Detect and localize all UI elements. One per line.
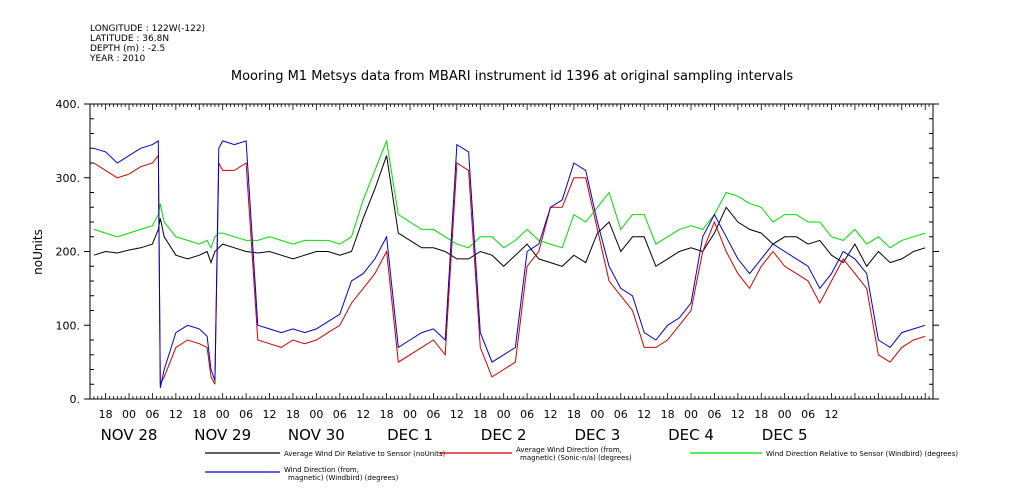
y-axis-label: noUnits <box>31 229 45 275</box>
x-tick-label: 18 <box>473 408 487 421</box>
x-tick-label: 12 <box>263 408 277 421</box>
x-day-label: NOV 30 <box>288 426 345 444</box>
x-day-label: DEC 1 <box>387 426 433 444</box>
x-tick-label: 06 <box>614 408 628 421</box>
x-tick-label: 12 <box>544 408 558 421</box>
legend: Average Wind Dir Relative to Sensor (noU… <box>205 446 958 482</box>
legend-label-3: Wind Direction Relative to Sensor (Windb… <box>766 450 958 458</box>
x-tick-label: 06 <box>707 408 721 421</box>
x-tick-label: 18 <box>567 408 581 421</box>
x-tick-label: 18 <box>754 408 768 421</box>
x-tick-label: 00 <box>590 408 604 421</box>
legend-label-4: Wind Direction (from, <box>284 466 359 474</box>
x-tick-label: 18 <box>661 408 675 421</box>
y-tick-label: 0. <box>70 393 81 406</box>
x-tick-label: 12 <box>731 408 745 421</box>
y-axis: 0. 100. 200. 300. 400. <box>56 98 939 406</box>
plot-frame <box>89 103 934 400</box>
x-tick-label: 00 <box>684 408 698 421</box>
x-tick-label: 06 <box>801 408 815 421</box>
x-tick-label: 06 <box>239 408 253 421</box>
x-tick-label: 12 <box>825 408 839 421</box>
metadata-header: LONGITUDE : 122W(-122) LATITUDE : 36.8N … <box>89 24 205 64</box>
longitude-text: LONGITUDE : 122W(-122) <box>90 24 205 34</box>
legend-label-2: Average Wind Direction (from, <box>516 446 622 454</box>
y-tick-label: 400. <box>56 98 81 111</box>
x-tick-label: 18 <box>380 408 394 421</box>
x-day-label: DEC 2 <box>481 426 527 444</box>
series-line-2 <box>93 154 926 385</box>
x-tick-label: 06 <box>520 408 534 421</box>
series-line-1 <box>93 155 926 268</box>
x-tick-label: 12 <box>169 408 183 421</box>
x-tick-label: 12 <box>450 408 464 421</box>
legend-label-1: Average Wind Dir Relative to Sensor (noU… <box>284 450 445 458</box>
x-tick-label: 12 <box>637 408 651 421</box>
depth-text: DEPTH (m) : -2.5 <box>90 44 165 54</box>
x-tick-label: 00 <box>403 408 417 421</box>
x-day-label: NOV 29 <box>194 426 251 444</box>
legend-label-2: magnetic) (Sonic-n/a) (degrees) <box>520 454 632 462</box>
y-tick-label: 100. <box>56 319 81 332</box>
x-axis: 18 00 06 12 18 00 06 12 18 00 06 12 18 00 06 12 18 00 06 12… <box>89 104 934 444</box>
y-tick-label: 200. <box>56 246 81 259</box>
x-tick-label: 18 <box>99 408 113 421</box>
x-tick-label: 00 <box>778 408 792 421</box>
x-tick-label: 00 <box>309 408 323 421</box>
x-tick-label: 06 <box>333 408 347 421</box>
x-tick-label: 18 <box>286 408 300 421</box>
series-line-3 <box>93 139 926 250</box>
x-day-label: DEC 3 <box>574 426 620 444</box>
x-tick-label: 18 <box>192 408 206 421</box>
year-text: YEAR : 2010 <box>89 54 146 64</box>
chart-title: Mooring M1 Metsys data from MBARI instru… <box>231 69 793 84</box>
series-lines <box>93 139 926 389</box>
x-day-label: DEC 4 <box>668 426 714 444</box>
x-tick-label: 12 <box>356 408 370 421</box>
x-tick-label: 00 <box>497 408 511 421</box>
x-day-label: DEC 5 <box>762 426 808 444</box>
x-tick-label: 06 <box>145 408 159 421</box>
x-tick-label: 00 <box>122 408 136 421</box>
series-line-4 <box>93 140 926 389</box>
x-day-label: NOV 28 <box>101 426 158 444</box>
x-tick-label: 00 <box>216 408 230 421</box>
y-tick-label: 300. <box>56 172 81 185</box>
x-tick-label: 06 <box>426 408 440 421</box>
legend-label-4: magnetic) (Windbird) (degrees) <box>288 474 399 482</box>
latitude-text: LATITUDE : 36.8N <box>90 34 169 44</box>
